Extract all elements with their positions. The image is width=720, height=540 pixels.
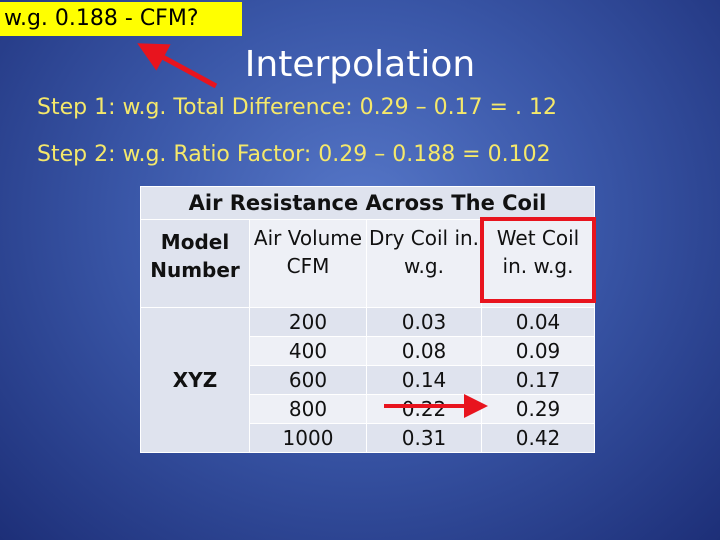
- cell: 0.08: [366, 336, 482, 366]
- cell: 0.14: [366, 365, 482, 395]
- highlight-box: [480, 217, 596, 303]
- cell: 600: [249, 365, 367, 395]
- cell: 0.29: [481, 394, 595, 424]
- model-cell: XYZ: [140, 307, 250, 453]
- header-cell: Model Number: [140, 219, 250, 308]
- callout: w.g. 0.188 - CFM?: [0, 2, 242, 36]
- cell: 0.22: [366, 394, 482, 424]
- step: Step 1: w.g. Total Difference: 0.29 – 0.…: [37, 95, 557, 120]
- cell: 0.31: [366, 423, 482, 453]
- cell: 1000: [249, 423, 367, 453]
- arrow: [137, 43, 218, 89]
- header-cell: Dry Coil in. w.g.: [366, 219, 482, 308]
- header-cell: Air Volume CFM: [249, 219, 367, 308]
- cell: 0.42: [481, 423, 595, 453]
- cell: 200: [249, 307, 367, 337]
- cell: 0.04: [481, 307, 595, 337]
- header-cell: Wet Coil in. w.g.: [481, 219, 595, 308]
- step: Step 2: w.g. Ratio Factor: 0.29 – 0.188 …: [37, 142, 551, 167]
- cell: 0.09: [481, 336, 595, 366]
- slide-title: Interpolation: [244, 44, 476, 85]
- table-title: Air Resistance Across The Coil: [140, 186, 595, 220]
- table: Air Resistance Across The Coil Model Num…: [140, 186, 595, 453]
